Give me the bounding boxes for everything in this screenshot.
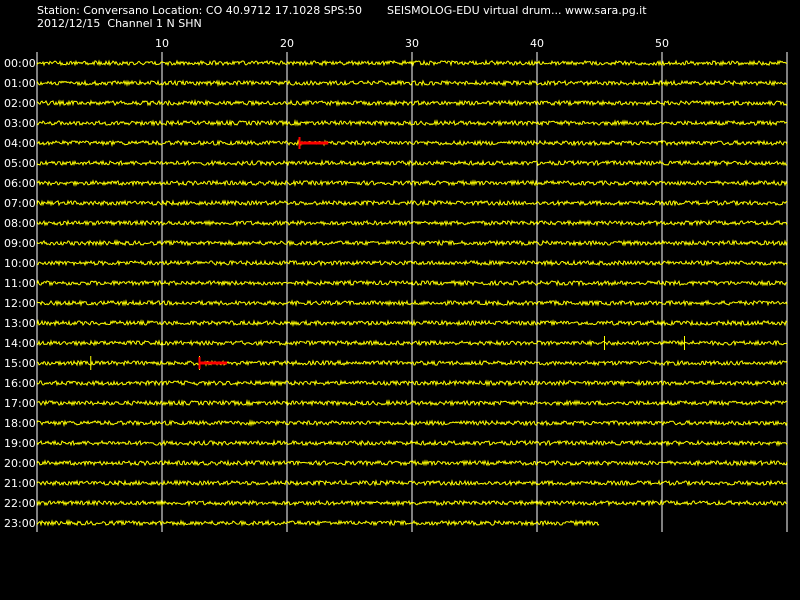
station-info: Station: Conversano Location: CO 40.9712…	[37, 4, 362, 17]
trace-row	[36, 219, 788, 227]
row-label: 14:00	[4, 337, 36, 350]
row-label: 01:00	[4, 77, 36, 90]
x-tick-labels: 10 20 30 40 50	[155, 37, 669, 50]
x-tick-label: 20	[280, 37, 294, 50]
trace-row	[36, 479, 788, 487]
trace-row	[36, 199, 788, 207]
trace-row	[36, 459, 788, 467]
row-label: 15:00	[4, 357, 36, 370]
row-label: 07:00	[4, 197, 36, 210]
row-label: 17:00	[4, 397, 36, 410]
row-label: 23:00	[4, 517, 36, 530]
event-markers	[198, 137, 329, 369]
row-label: 09:00	[4, 237, 36, 250]
x-tick-label: 10	[155, 37, 169, 50]
trace-row	[36, 119, 788, 127]
row-label: 10:00	[4, 257, 36, 270]
trace-row	[36, 279, 788, 287]
date-channel-info: 2012/12/15 Channel 1 N SHN	[37, 17, 202, 30]
trace-row	[36, 179, 788, 187]
grid-lines	[36, 52, 788, 532]
trace-row	[36, 79, 788, 88]
row-label: 03:00	[4, 117, 36, 130]
trace-row	[36, 319, 788, 327]
trace-row	[36, 339, 788, 347]
x-tick-label: 30	[405, 37, 419, 50]
row-label: 05:00	[4, 157, 36, 170]
row-label: 21:00	[4, 477, 36, 490]
trace-row	[36, 259, 788, 267]
row-label: 04:00	[4, 137, 36, 150]
traces	[36, 59, 788, 527]
row-label: 00:00	[4, 57, 36, 70]
row-label: 13:00	[4, 317, 36, 330]
trace-row	[36, 299, 788, 308]
trace-row	[36, 499, 788, 507]
trace-row	[36, 379, 788, 388]
row-labels: 00:00 01:00 02:00 03:00 04:00 05:00 06:00 07:00…	[4, 57, 36, 530]
trace-row	[36, 419, 788, 427]
trace-row	[36, 98, 788, 107]
x-tick-label: 50	[655, 37, 669, 50]
trace-row	[36, 59, 788, 67]
row-label: 19:00	[4, 437, 36, 450]
trace-row	[36, 518, 600, 527]
trace-row	[36, 139, 788, 147]
row-label: 11:00	[4, 277, 36, 290]
row-label: 02:00	[4, 97, 36, 110]
row-label: 06:00	[4, 177, 36, 190]
drum-title: SEISMOLOG-EDU virtual drum... www.sara.p…	[387, 4, 647, 17]
trace-row	[36, 399, 788, 407]
row-label: 12:00	[4, 297, 36, 310]
trace-row	[36, 158, 788, 168]
x-tick-label: 40	[530, 37, 544, 50]
row-label: 22:00	[4, 497, 36, 510]
row-label: 20:00	[4, 457, 36, 470]
row-label: 08:00	[4, 217, 36, 230]
row-label: 18:00	[4, 417, 36, 430]
trace-row	[36, 359, 788, 367]
trace-row	[36, 238, 788, 247]
row-label: 16:00	[4, 377, 36, 390]
trace-row	[36, 438, 788, 448]
